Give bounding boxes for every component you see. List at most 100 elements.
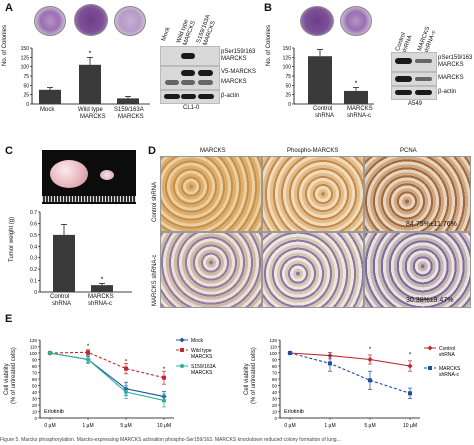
ihc-marcks-shrna [160, 232, 262, 308]
figure-caption: Figure 5. Marcks phosphorylation. Marcks… [0, 437, 341, 443]
panel-b-cat-control-2: shRNA [315, 113, 335, 119]
series-line [289, 352, 411, 394]
data-point [124, 366, 128, 371]
panel-c-cat-shrna-2: shRNA-c [88, 301, 113, 307]
y-tick-label: 0 [26, 102, 29, 108]
y-tick-label: 50 [272, 383, 278, 388]
blot-a-label-actin: β-actin [221, 93, 240, 99]
y-tick-label: 100 [283, 65, 292, 71]
legend-label: S159/163A [191, 364, 216, 370]
panel-e-left-ylabel-2: (% of untreated cells) [11, 347, 17, 404]
ihc-phospho-shrna [262, 232, 364, 308]
ihc-col-marcks: MARCKS [200, 148, 226, 154]
data-point [124, 390, 128, 394]
data-point [368, 378, 372, 383]
chart-panel-b: 0 25 50 75 100 125 150 * [283, 46, 374, 108]
panel-a-cat-s159-2: MARCKS [118, 114, 144, 120]
y-tick-label: 0 [274, 416, 277, 421]
y-tick-label: 60 [272, 377, 278, 382]
bar [39, 89, 61, 104]
y-tick-label: 25 [285, 93, 291, 99]
y-tick-label: 0.4 [30, 244, 37, 250]
panel-d-label: D [148, 145, 156, 157]
significance-star: * [101, 276, 104, 283]
significance-star: * [163, 367, 166, 373]
y-tick-label: 30 [32, 396, 38, 401]
y-tick-label: 25 [23, 93, 29, 99]
legend-label: MARCKS [191, 370, 213, 376]
series-line [49, 352, 165, 401]
x-tick-label: 5 μM [364, 423, 375, 429]
y-tick-label: 40 [32, 390, 38, 395]
panel-c-ylabel: Tumor weight (g) [9, 216, 15, 262]
y-tick-label: 100 [29, 351, 37, 356]
significance-star: * [125, 359, 128, 365]
x-tick-label: 10 μM [403, 423, 417, 429]
ihc-pcna-control [364, 156, 471, 232]
panel-a-cat-mock: Mock [40, 107, 55, 113]
tumor-photo [42, 150, 136, 204]
blot-a-label-marcks: MARCKS [221, 79, 247, 85]
y-tick-label: 0 [34, 416, 37, 421]
bar [53, 234, 75, 292]
y-tick-label: 50 [23, 83, 29, 89]
legend-label: MARCKS [439, 366, 461, 372]
y-tick-label: 0.1 [30, 279, 37, 285]
legend-label: Wild type [191, 348, 212, 354]
panel-e-left-ylabel-1: Cell viability [4, 363, 10, 395]
data-point [86, 357, 90, 362]
blot-b-cell-line: A549 [408, 101, 423, 107]
x-tick-label: 1 μM [82, 423, 93, 429]
bar [91, 285, 113, 292]
panel-b-cat-control-1: Control [313, 106, 333, 112]
y-tick-label: 0 [34, 290, 37, 296]
y-tick-label: 150 [283, 46, 292, 52]
blot-a-lane-mock: Mock [161, 26, 172, 43]
blot-b-label-marcks: MARCKS [438, 75, 464, 81]
panel-a-cat-wt-2: MARCKS [80, 114, 106, 120]
x-tick-label: 1 μM [324, 423, 335, 429]
chart-panel-c: 0 0.1 0.2 0.3 0.4 0.5 0.6 0.7 * [30, 210, 132, 296]
y-tick-label: 0 [288, 102, 291, 108]
bar [117, 98, 139, 104]
panel-b-cat-shrna-1: MARCKS [347, 106, 373, 112]
x-tick-label: 5 μM [120, 423, 131, 429]
y-tick-label: 80 [32, 364, 38, 369]
blot-b-label-pser-2: MARCKS [438, 62, 464, 68]
data-point [407, 363, 413, 369]
y-tick-label: 150 [21, 46, 30, 52]
ihc-marcks-control [160, 156, 262, 232]
panel-a-cat-s159-1: S159/163A [114, 107, 144, 113]
panel-a-label: A [5, 2, 13, 14]
ihc-row-shrna: MARCKS shRNA-c [152, 254, 158, 306]
y-tick-label: 75 [285, 74, 291, 80]
series-line [49, 352, 165, 398]
panel-b-cat-shrna-2: shRNA-c [347, 113, 372, 119]
blot-b-row-actin [391, 86, 437, 100]
significance-star: * [89, 50, 92, 57]
ihc-col-phospho: Phospho-MARCKS [287, 148, 339, 154]
pcna-control-value: 84.75%±11.76% [406, 221, 457, 228]
blot-a-label-v5: V5-MARCKS [221, 69, 257, 75]
blot-a-row-actin [160, 90, 220, 104]
ihc-row-control: Control shRNA [152, 181, 158, 222]
x-tick-label: 0 μM [44, 423, 55, 429]
significance-star: * [355, 81, 358, 88]
legend-label: Control [439, 346, 455, 352]
legend-swatch-marker [427, 345, 433, 351]
y-tick-label: 110 [30, 344, 38, 349]
y-tick-label: 0.3 [30, 256, 37, 262]
x-tick-label: 0 μM [284, 423, 295, 429]
panel-e-label: E [5, 313, 13, 325]
blot-b-row-pser [391, 52, 437, 72]
legend-label: Mock [191, 338, 203, 344]
ihc-phospho-control [262, 156, 364, 232]
bar [79, 64, 101, 104]
y-tick-label: 70 [32, 370, 38, 375]
y-tick-label: 90 [272, 357, 278, 362]
legend-swatch-marker [180, 364, 184, 368]
y-tick-label: 110 [270, 344, 278, 349]
legend-swatch-marker [180, 348, 184, 352]
data-point [86, 350, 90, 355]
y-tick-label: 0.2 [30, 267, 37, 273]
